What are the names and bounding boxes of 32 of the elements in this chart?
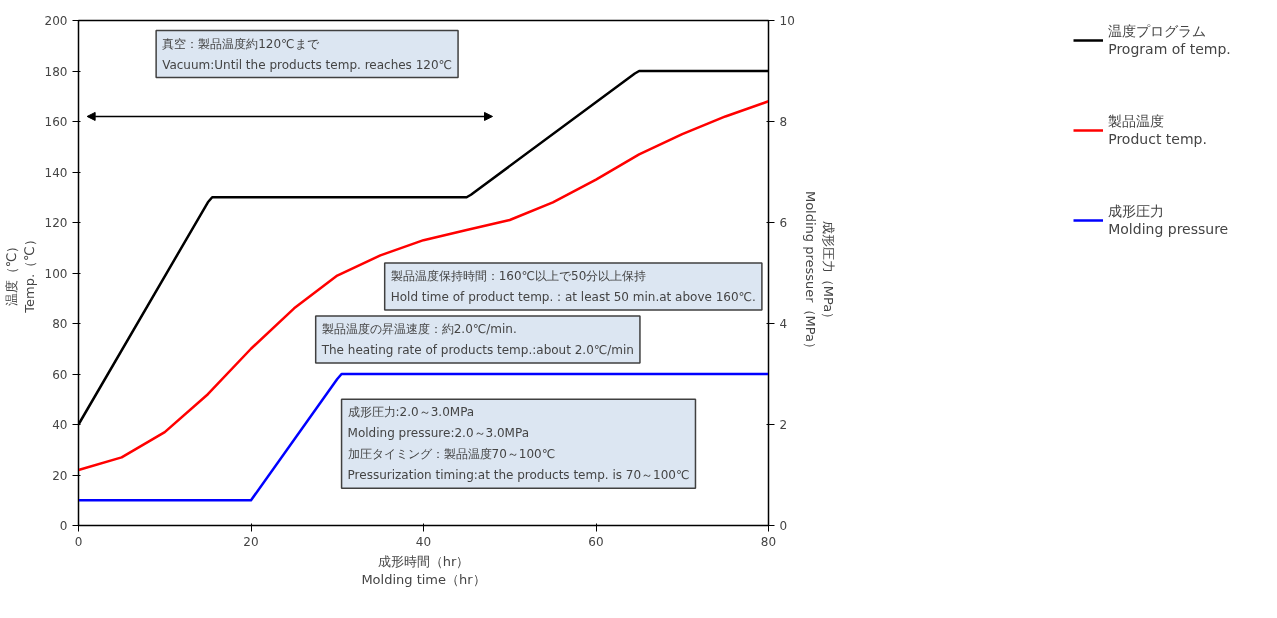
y-tick-label: 160 [44,115,68,129]
y-tick-label: 20 [52,468,68,483]
y-axis-title: 温度（℃） Temp.（℃） [3,233,37,314]
y-tick-label: 60 [52,367,68,382]
x-tick-label: 0 [74,534,83,549]
y-tick-label: 200 [44,14,68,28]
y2-tick-label: 10 [779,14,795,28]
legend-label: 製品温度 Product temp. [1108,112,1207,149]
y2-tick-label: 2 [779,418,788,432]
y-tick-label: 120 [44,216,68,230]
legend-label: 成形圧力 Molding pressure [1108,202,1229,239]
annotation: 成形圧力:2.0～3.0MPa Molding pressure:2.0～3.0MPa 加圧タイミング：製品温度70～100℃ Pressurization timing:at the products temp. is 70～100℃ [347,405,690,483]
y-tick-label: 180 [44,64,68,79]
y-tick-label: 140 [44,165,68,180]
y2-tick-label: 6 [779,216,788,230]
y-tick-label: 100 [44,266,68,281]
y-tick-label: 0 [59,519,68,533]
annotation: 製品温度保持時間：160℃以上で50分以上保持 Hold time of product temp. : at least 50 min.at above 160℃. [390,268,756,304]
y2-axis-title: 成形圧力（MPa） Molding pressuer（MPa） [802,190,836,356]
y2-tick-label: 8 [779,115,788,129]
annotation: 真空：製品温度約120℃まで Vacuum:Until the products temp. reaches 120℃ [162,36,453,72]
y-tick-label: 40 [52,418,68,432]
x-tick-label: 60 [588,534,604,549]
y2-tick-label: 0 [779,519,788,533]
y-tick-label: 80 [52,317,68,331]
x-tick-label: 20 [243,534,259,549]
legend-label: 温度プログラム Program of temp. [1108,22,1231,59]
x-tick-label: 40 [415,534,432,549]
x-axis-title: 成形時間（hr） Molding time（hr） [361,553,486,587]
y2-tick-label: 4 [779,317,788,331]
x-tick-label: 80 [760,534,777,549]
annotation: 製品温度の昇温速度：約2.0℃/min. The heating rate of products temp.:about 2.0℃/min [320,321,634,357]
